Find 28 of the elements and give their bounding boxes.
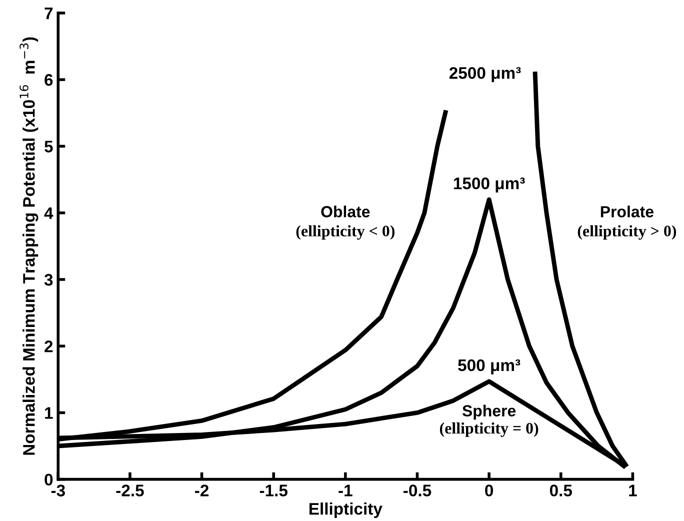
x-axis-title: Ellipticity: [309, 502, 382, 518]
annotation: (ellipticity < 0): [296, 225, 395, 240]
y-tick-label: 3: [44, 274, 53, 286]
series-label: 1500 μm³: [454, 178, 525, 193]
series-label: 2500 μm³: [449, 67, 521, 82]
y-tick-label: 0: [44, 474, 53, 486]
x-tick-label: -1.5: [260, 484, 288, 496]
annotation: Prolate: [600, 206, 654, 218]
x-tick-label: -3: [51, 484, 65, 496]
annotation: (ellipticity = 0): [440, 422, 538, 437]
x-tick-label: 1: [629, 484, 637, 496]
annotation: (ellipticity > 0): [578, 225, 676, 240]
y-tick-label: 2: [44, 340, 53, 352]
y-tick-label: 5: [44, 140, 53, 152]
y-tick-label: 6: [44, 74, 53, 86]
y-axis-title: Normalized Minimum Trapping Potential (x10$^{16}$ m$^{−3}$): [20, 37, 38, 455]
y-tick-label: 7: [44, 8, 53, 20]
annotation: Sphere: [462, 404, 516, 420]
y-tick-label: 1: [45, 407, 53, 419]
x-tick-label: 0: [485, 484, 494, 496]
annotation: Oblate: [321, 206, 370, 218]
x-tick-label: -1: [338, 484, 352, 496]
x-tick-label: -2: [195, 484, 209, 496]
x-tick-label: -0.5: [404, 484, 432, 496]
x-tick-label: 0.5: [550, 484, 572, 496]
series-label: 500 μm³: [458, 359, 520, 374]
y-tick-label: 4: [44, 207, 54, 219]
x-tick-label: -2.5: [116, 484, 144, 496]
